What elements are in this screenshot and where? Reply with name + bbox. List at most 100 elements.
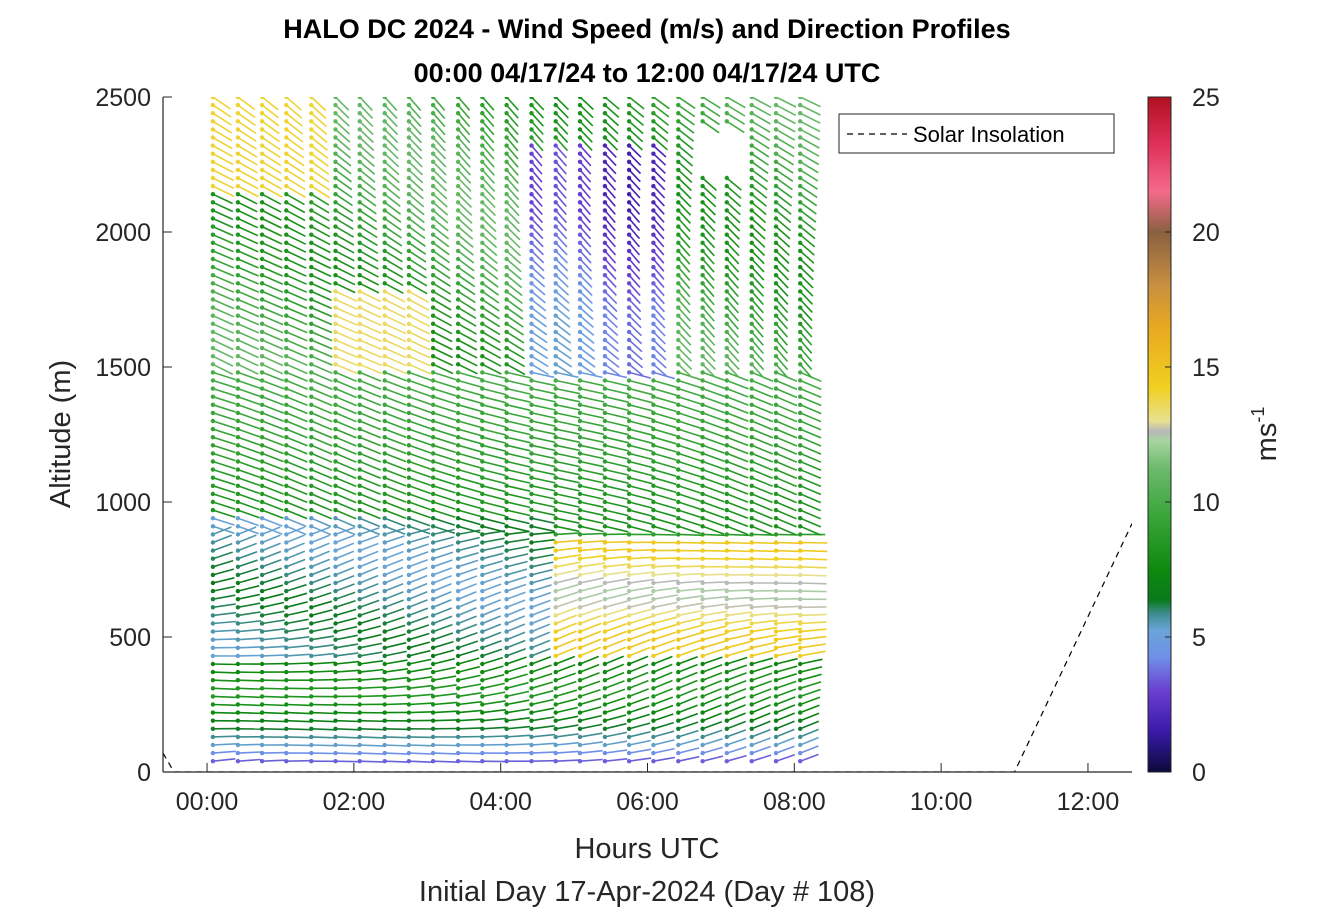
wind-barb-head <box>651 435 656 440</box>
wind-barb <box>677 201 692 216</box>
wind-barb-head <box>455 281 461 286</box>
wind-barb-head <box>333 742 338 748</box>
wind-barb-head <box>235 264 241 270</box>
wind-barb <box>800 582 827 585</box>
wind-barb <box>384 685 410 690</box>
wind-barb-head <box>480 345 485 351</box>
wind-barb-head <box>333 597 338 602</box>
wind-barb <box>285 209 306 222</box>
wind-barb <box>677 315 692 330</box>
wind-barb <box>237 112 256 127</box>
wind-barb <box>408 525 431 535</box>
wind-barb-head <box>309 588 314 594</box>
wind-barb-head <box>309 192 314 197</box>
wind-barb-head <box>749 159 754 164</box>
wind-barb <box>628 517 653 525</box>
wind-barb <box>726 112 746 125</box>
wind-barb <box>408 693 434 698</box>
wind-barb-head <box>626 580 632 586</box>
wind-barb-head <box>406 694 412 699</box>
wind-barb <box>726 355 740 371</box>
wind-barb-head <box>259 135 265 140</box>
wind-barb <box>408 574 428 584</box>
wind-barb <box>334 128 351 143</box>
wind-barb-head <box>773 216 779 221</box>
wind-barb <box>555 485 580 492</box>
wind-barb-head <box>651 451 656 456</box>
wind-barb-head <box>651 175 656 181</box>
wind-barb <box>506 331 525 344</box>
wind-barb-head <box>798 97 803 100</box>
wind-barb <box>432 640 454 649</box>
wind-barb <box>261 436 284 447</box>
wind-barb-head <box>602 273 608 278</box>
wind-barb <box>237 743 262 746</box>
wind-barb <box>506 575 527 584</box>
wind-barb-head <box>724 345 729 351</box>
wind-barb <box>628 97 645 110</box>
wind-barb-head <box>504 313 509 318</box>
wind-barb-head <box>259 127 265 132</box>
wind-barb-head <box>333 548 338 553</box>
wind-barb <box>408 112 422 128</box>
wind-barb <box>335 379 357 391</box>
wind-barb-head <box>602 386 608 391</box>
wind-barb <box>458 752 482 755</box>
wind-barb <box>677 217 691 233</box>
wind-barb-head <box>798 475 803 480</box>
wind-barb-head <box>700 386 705 391</box>
wind-barb <box>285 314 308 326</box>
wind-barb-head <box>529 410 534 416</box>
wind-barb <box>359 201 377 215</box>
wind-barb <box>775 185 793 199</box>
wind-barb-head <box>406 175 412 181</box>
wind-barb-head <box>773 435 779 440</box>
wind-barb <box>481 339 501 352</box>
wind-barb-head <box>284 742 289 748</box>
wind-barb <box>652 136 668 151</box>
wind-barb-head <box>577 645 583 650</box>
wind-barb-head <box>504 686 509 691</box>
wind-barb-head <box>455 418 461 424</box>
wind-barb <box>678 485 701 494</box>
wind-barb <box>604 136 619 151</box>
wind-barb <box>261 314 284 326</box>
wind-barb-head <box>284 167 289 173</box>
wind-barb <box>310 371 333 383</box>
wind-barb-head <box>798 345 803 351</box>
wind-barb-head <box>602 759 608 764</box>
wind-barb-head <box>210 580 216 586</box>
wind-barb-head <box>724 329 729 335</box>
wind-barb-head <box>700 564 705 569</box>
wind-barb <box>530 242 544 256</box>
wind-barb-head <box>798 337 803 343</box>
wind-barb-head <box>724 443 729 448</box>
wind-barb <box>335 347 358 359</box>
wind-barb <box>334 136 351 151</box>
wind-barb <box>408 97 422 112</box>
wind-barb-head <box>259 588 265 594</box>
wind-barb-head <box>529 143 534 148</box>
wind-barb <box>628 339 643 353</box>
wind-barb-head <box>235 378 241 383</box>
wind-barb <box>775 112 796 125</box>
wind-barb <box>751 112 771 125</box>
wind-barb-head <box>651 378 656 383</box>
wind-barb <box>482 525 506 533</box>
wind-barb <box>506 538 530 544</box>
wind-barb <box>579 607 603 617</box>
wind-barb-head <box>480 532 485 537</box>
wind-barb-head <box>724 216 729 221</box>
wind-barb-head <box>529 621 534 626</box>
wind-barb <box>604 680 625 690</box>
wind-barb <box>702 695 722 706</box>
wind-barb <box>677 307 691 322</box>
wind-barb <box>775 597 803 600</box>
wind-barb <box>751 169 769 183</box>
wind-barb <box>285 97 303 111</box>
wind-barb-head <box>700 702 705 707</box>
wind-barb <box>261 601 285 609</box>
wind-barb-head <box>259 102 265 108</box>
wind-barb-head <box>284 532 289 537</box>
wind-barb-head <box>773 354 779 359</box>
